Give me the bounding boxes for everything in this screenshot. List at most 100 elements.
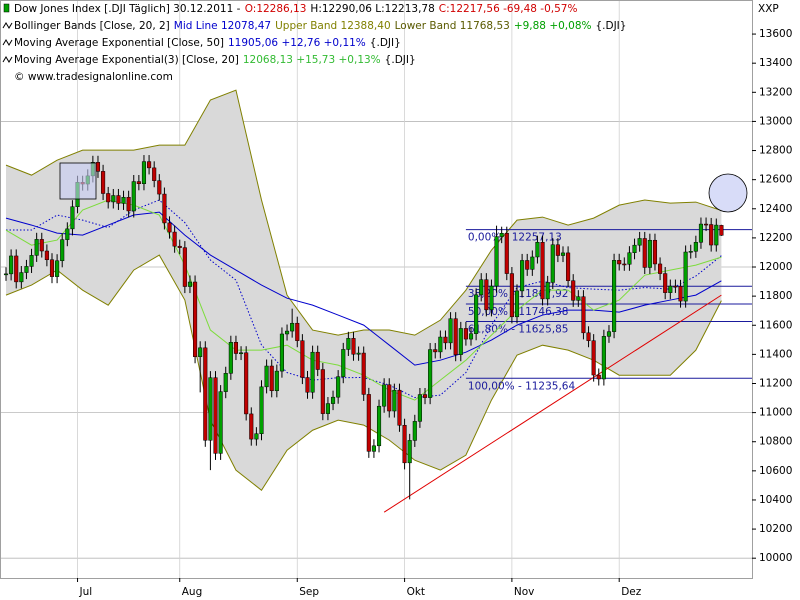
candle-body [249,413,254,440]
y-tick-label: 12000 [759,261,792,273]
candle-body [187,281,193,287]
candle-body [535,242,540,258]
candle-body [489,285,494,311]
candle-body [453,318,458,355]
candle-body [269,365,274,392]
legend-text: O:12286,13 [245,3,307,15]
band-upper [5,89,722,336]
candle-body [233,342,238,354]
candle-body [157,180,162,195]
candle-body [632,244,637,253]
candle-body [213,377,218,454]
candle-body [520,260,525,292]
y-tick-label: 11400 [759,348,792,360]
candle-body [341,349,346,377]
candle-body [203,347,208,441]
candle-body [172,231,177,247]
candle-body [126,197,131,212]
candle-body [591,340,596,376]
candle-body [167,222,172,233]
candle-body [315,351,320,370]
candle-body [305,377,310,393]
candle-body [376,405,382,447]
legend-text: Moving Average Exponential [Close, 50] [14,37,224,49]
candle-body [279,333,284,372]
candle-body [484,279,489,311]
legend-text: Mid Line 12078,47 [174,20,271,32]
legend-text: +9,88 +0,08% [514,20,592,32]
indicator-line [383,294,722,513]
candle-body [596,374,601,380]
candle-body [693,242,698,252]
y-tick-label: 10200 [759,523,792,535]
candle-body [131,181,136,212]
candle-body [504,232,509,274]
candle-body [121,197,126,204]
candle-body [606,331,612,337]
candle-body [116,195,121,204]
candle-body [509,273,514,318]
candle-body [422,394,428,398]
candle-body [571,280,576,301]
x-tick-label: Dez [621,586,642,598]
candle-body [678,286,683,302]
legend-icon [2,39,13,46]
candle-body [141,161,147,184]
candle-body [719,225,724,236]
candle-body [101,171,106,194]
candle-body [361,352,366,395]
plot-area: 0,00% - 12257,1338,20% - 11867,9250,00% … [0,0,752,578]
candle-body [177,245,182,248]
y-tick-label: 10000 [759,552,792,564]
candle-body [95,162,101,172]
candle-body [366,394,371,452]
legend-text: C:12217,56 -69,48 -0,57% [439,3,578,15]
candle-body [704,223,709,226]
candle-body [637,238,642,246]
candle-body [622,263,627,266]
candle-body [228,342,233,374]
legend-text: Lower Band 11768,53 [395,20,510,32]
candle-body [642,238,647,268]
candle-body [44,250,49,260]
candle-body [244,352,249,415]
candle-body [494,236,499,287]
candle-body [412,421,417,441]
candle-body [34,239,39,256]
candle-body [586,332,591,341]
candle-body [438,336,443,353]
candle-body [652,239,658,265]
candle-body [402,425,407,464]
candle-body [19,272,24,283]
candle-body [658,263,663,274]
y-tick-label: 12400 [759,203,792,215]
legend-text: Bollinger Bands [Close, 20, 2] [14,20,170,32]
candle-body [448,318,453,344]
legend-text: {.DJI} [595,20,626,32]
y-tick-label: 13200 [759,86,792,98]
fib-label: 61,80% - 11625,85 [468,323,569,335]
candle-body [428,349,433,398]
candle-body [254,433,259,440]
y-tick-label: 10400 [759,494,792,506]
candle-body [417,394,422,422]
y-tick-label: 13400 [759,57,792,69]
y-tick-label: 11000 [759,407,792,419]
y-tick-label: 10600 [759,465,792,477]
candle-body [499,232,504,237]
candle-body [198,347,203,357]
candle-body [356,352,361,355]
candle-body [673,285,678,288]
candle-body [647,239,652,268]
fib-label: 0,00% - 12257,13 [468,232,562,244]
candle-body [49,259,55,277]
candle-body [468,333,474,340]
candle-body [60,239,65,262]
candle-body [310,351,315,393]
legend-line: © www.tradesignalonline.com [14,71,173,83]
candle-body [290,322,295,332]
y-tick-label: 10800 [759,436,792,448]
candle-body [663,273,668,293]
candle-body [285,330,290,335]
